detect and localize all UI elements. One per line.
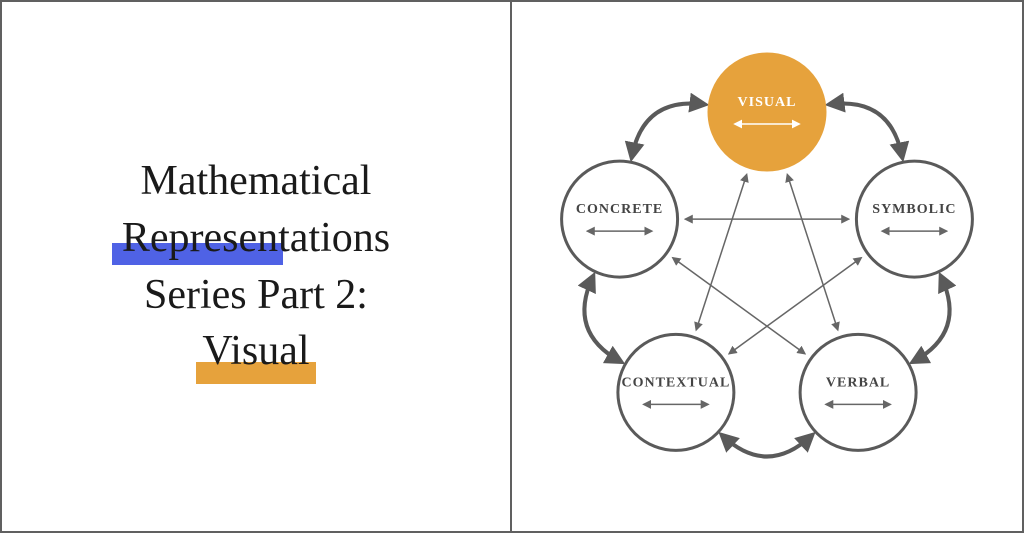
title-line-4: Visual	[202, 323, 309, 380]
diagram-panel: VISUAL SYMBOLIC VERBAL CONTEXTUAL CONCRETE	[512, 2, 1022, 531]
svg-text:CONTEXTUAL: CONTEXTUAL	[621, 375, 730, 390]
nodes: VISUAL SYMBOLIC VERBAL CONTEXTUAL CONCRETE	[562, 54, 973, 450]
node-symbolic: SYMBOLIC	[856, 161, 972, 277]
title-line-1: Mathematical	[141, 153, 372, 210]
inner-arrows	[673, 174, 861, 353]
svg-text:CONCRETE: CONCRETE	[576, 202, 663, 217]
outer-edge	[632, 103, 704, 156]
svg-text:VISUAL: VISUAL	[738, 95, 797, 110]
title-line-3: Series Part 2:	[144, 267, 368, 324]
title-block: Mathematical Representations Series Part…	[122, 153, 390, 380]
representation-diagram: VISUAL SYMBOLIC VERBAL CONTEXTUAL CONCRETE	[527, 27, 1007, 507]
outer-edge	[831, 103, 903, 156]
title-line-2-text: Representations	[122, 215, 390, 261]
title-line-2: Representations	[122, 210, 390, 267]
outer-edge	[723, 435, 811, 456]
svg-text:SYMBOLIC: SYMBOLIC	[872, 202, 956, 217]
node-concrete: CONCRETE	[562, 161, 678, 277]
title-panel: Mathematical Representations Series Part…	[2, 2, 512, 531]
title-line-4-text: Visual	[202, 328, 309, 374]
node-visual: VISUAL	[709, 54, 825, 170]
node-contextual: CONTEXTUAL	[618, 334, 734, 450]
svg-text:VERBAL: VERBAL	[826, 375, 890, 390]
outer-edge	[914, 277, 950, 361]
node-verbal: VERBAL	[800, 334, 916, 450]
outer-edge	[584, 277, 620, 361]
